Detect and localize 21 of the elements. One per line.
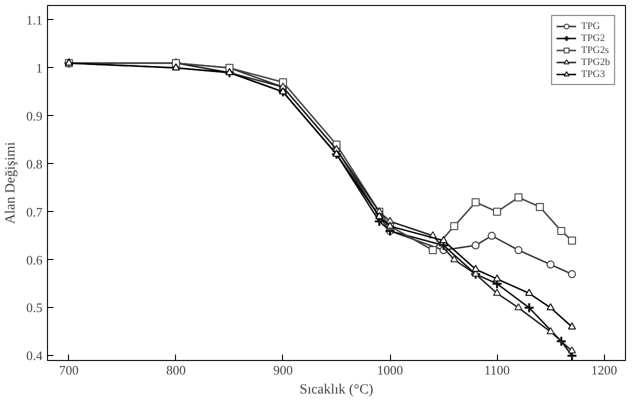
legend-label: TPG2s <box>581 44 609 56</box>
legend-label: TPG <box>581 20 601 32</box>
y-tick-label: 0.8 <box>26 156 42 172</box>
x-tick-label: 800 <box>166 362 186 378</box>
y-tick-label: 0.4 <box>26 348 43 364</box>
x-axis-title: Sıcaklık (°C) <box>300 382 374 398</box>
y-axis-title: Alan Değişimi <box>3 142 18 224</box>
y-tick-label: 1 <box>36 60 42 76</box>
x-tick-label: 1100 <box>484 362 510 378</box>
y-tick-label: 0.5 <box>26 300 42 316</box>
legend-label: TPG2 <box>581 32 605 44</box>
x-tick-label: 1200 <box>591 362 618 378</box>
y-tick-label: 0.6 <box>26 252 43 268</box>
legend-label: TPG3 <box>581 68 605 80</box>
y-tick-label: 1.1 <box>26 12 42 28</box>
y-tick-label: 0.9 <box>26 108 42 124</box>
legend-label: TPG2b <box>581 56 610 68</box>
y-tick-label: 0.7 <box>26 204 43 220</box>
x-tick-label: 1000 <box>377 362 404 378</box>
x-tick-label: 700 <box>59 362 79 378</box>
x-tick-label: 900 <box>273 362 293 378</box>
